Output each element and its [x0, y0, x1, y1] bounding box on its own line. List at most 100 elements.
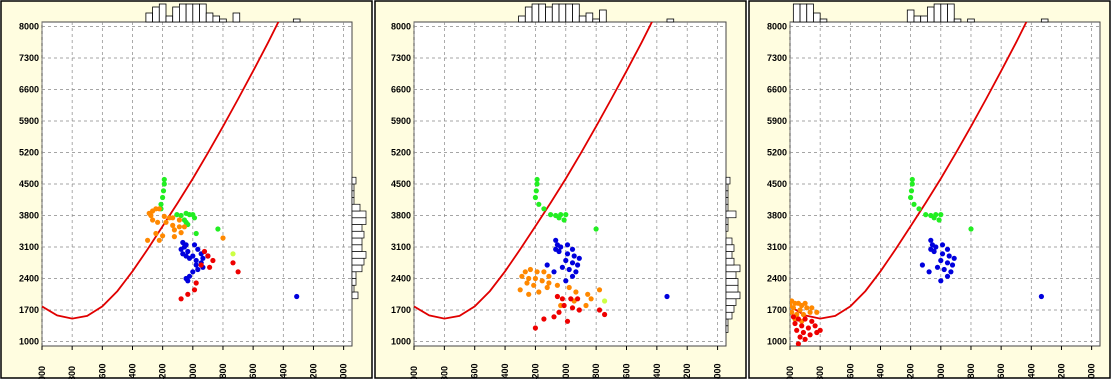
data-point: [191, 215, 198, 221]
data-point: [911, 201, 917, 207]
y-hist-bar: [725, 325, 729, 333]
y-hist-bar: [725, 251, 733, 259]
x-hist-bar: [219, 18, 227, 23]
data-point: [554, 293, 560, 300]
data-point: [185, 291, 191, 297]
x-hist-bar: [185, 3, 194, 23]
y-hist-bar: [725, 203, 729, 212]
scatter-chart-1: 7000 8800 10600 12400 14200 16000 17800 19600 21…: [0, 0, 373, 384]
data-point: [517, 287, 523, 293]
x-tick-label: 17800: [591, 363, 601, 379]
scatter-chart-3: 7000 8800 10600 12400 14200 16000 17800 19600 21…: [748, 0, 1111, 384]
x-tick-label: 10600: [470, 363, 480, 379]
x-tick-label: 25000: [339, 363, 349, 379]
y-hist-bar: [351, 291, 359, 300]
data-point: [531, 282, 537, 288]
x-tick-label: 7000: [37, 366, 47, 379]
data-point: [210, 257, 216, 264]
y-hist-bar: [351, 244, 363, 252]
x-tick-label: 19600: [621, 363, 631, 379]
data-point: [548, 212, 554, 218]
grid: [413, 22, 726, 350]
curve-group: [42, 22, 280, 320]
x-hist-bar: [953, 18, 962, 23]
y-tick-label: 4500: [767, 179, 787, 189]
y-hist-bar: [725, 284, 739, 293]
data-point: [933, 244, 939, 250]
data-point: [564, 242, 571, 248]
x-hist-bar: [913, 15, 922, 23]
y-hist-bar: [725, 318, 729, 327]
data-point: [926, 269, 932, 275]
y-hist-bar: [351, 278, 357, 286]
x-hist-bar: [232, 12, 241, 23]
data-point: [814, 329, 820, 336]
data-point: [161, 213, 167, 219]
data-point: [909, 176, 915, 183]
x-tick-label: 7000: [409, 366, 419, 379]
x-hist-bar: [572, 3, 580, 23]
y-tick-label: 1700: [767, 305, 787, 315]
y-hist-bar: [725, 298, 737, 306]
data-point: [814, 309, 820, 315]
y-tick-label: 3800: [767, 211, 787, 221]
x-tick-label: 23200: [682, 363, 692, 379]
x-tick-label: 21400: [278, 363, 288, 379]
data-point: [802, 336, 808, 342]
x-hist-bar: [545, 6, 553, 23]
data-point: [799, 323, 805, 329]
data-point: [527, 266, 533, 273]
data-point: [176, 217, 182, 223]
data-point: [800, 311, 806, 318]
data-point: [553, 237, 559, 243]
y-tick-label: 5900: [391, 116, 411, 126]
data-point: [575, 262, 581, 268]
data-point: [178, 212, 184, 219]
x-hist-bar: [666, 18, 675, 23]
y-hist-bar: [725, 183, 729, 192]
fit-curve: [414, 22, 653, 320]
data-point: [561, 302, 567, 309]
data-point: [190, 253, 196, 259]
x-hist-bar: [531, 3, 540, 23]
x-hist-bar: [212, 15, 221, 23]
series-3: [178, 248, 241, 302]
data-point: [792, 320, 798, 327]
data-point: [230, 251, 236, 257]
y-tick-label: 8000: [19, 22, 39, 32]
data-point: [944, 246, 951, 252]
data-point: [936, 217, 942, 223]
data-point: [569, 260, 576, 266]
data-point: [939, 242, 946, 248]
data-point: [536, 201, 542, 207]
series-0: [158, 176, 221, 237]
data-point: [809, 318, 815, 324]
x-hist-bar: [792, 3, 801, 23]
series-1: [145, 206, 226, 243]
x-hist-bar: [192, 3, 200, 23]
data-point: [790, 309, 795, 315]
x-tick-label: 8800: [815, 366, 825, 379]
data-point: [546, 273, 552, 279]
data-point: [556, 248, 562, 255]
plot-area: [41, 21, 353, 347]
data-point: [944, 273, 951, 279]
x-hist-bar: [205, 12, 214, 23]
y-tick-label: 1000: [19, 337, 39, 347]
data-point: [800, 329, 806, 336]
x-marginal-histogram: [792, 3, 1049, 23]
series-0: [532, 176, 599, 232]
x-hist-bar: [551, 3, 560, 23]
y-hist-bar: [351, 251, 367, 259]
x-hist-bar: [806, 3, 814, 23]
data-point: [156, 206, 162, 212]
y-hist-bar: [351, 217, 367, 225]
data-point: [534, 269, 540, 275]
x-hist-bar: [199, 3, 207, 23]
data-point: [294, 293, 300, 300]
x-tick-label: 17800: [966, 363, 976, 379]
x-hist-bar: [585, 12, 594, 23]
data-point: [946, 253, 952, 259]
data-point: [556, 215, 562, 221]
data-point: [193, 257, 199, 264]
